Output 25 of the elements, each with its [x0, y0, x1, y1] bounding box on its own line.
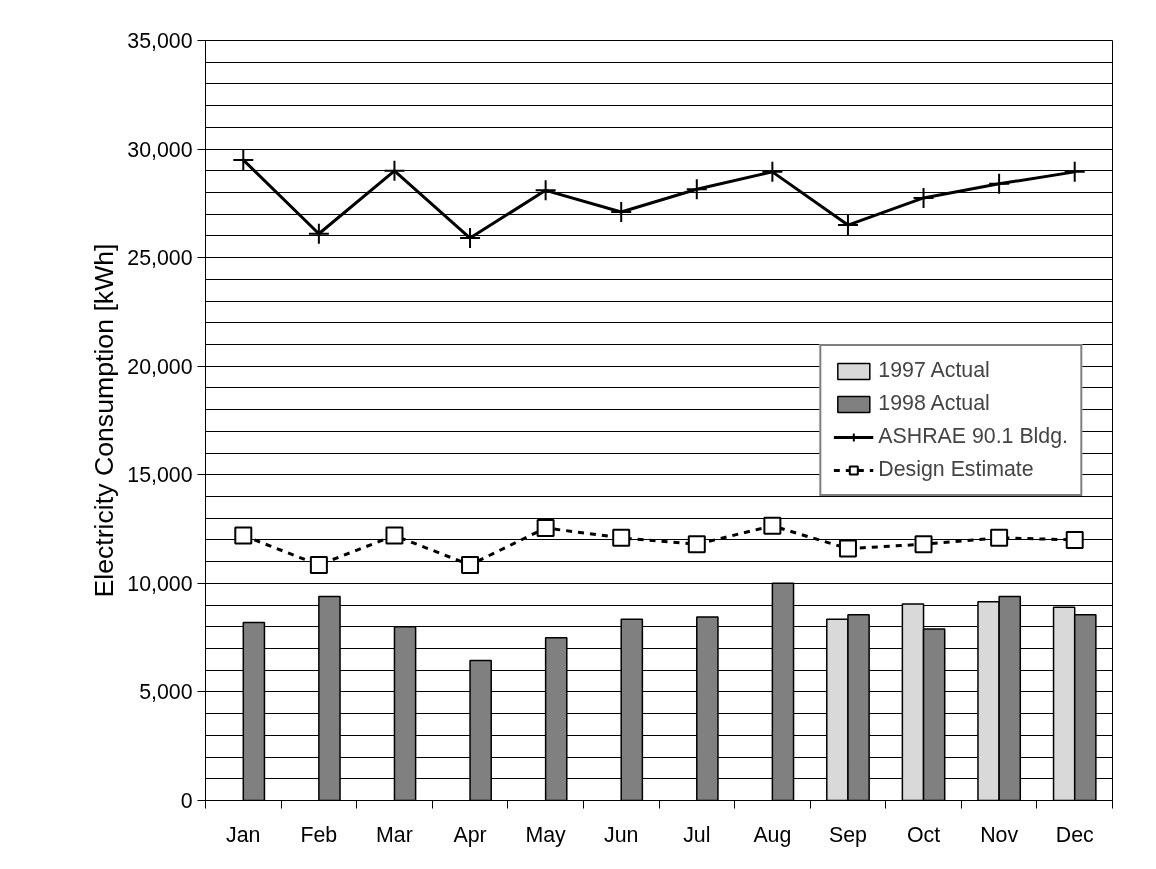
y-tick-label: 30,000: [127, 137, 193, 162]
legend-label: Design Estimate: [878, 457, 1034, 482]
legend-label: ASHRAE 90.1 Bldg.: [878, 424, 1068, 449]
y-tick-label: 35,000: [127, 29, 193, 53]
x-tick-label: Mar: [376, 822, 413, 847]
x-tick-label: Jun: [604, 822, 639, 847]
y-tick-label: 5,000: [139, 680, 193, 705]
legend-label: 1998 Actual: [878, 391, 990, 416]
y-tick-label: 15,000: [127, 463, 193, 488]
x-tick-label: Dec: [1055, 822, 1095, 847]
x-tick-label: Jul: [683, 822, 711, 847]
x-tick-label: Apr: [453, 822, 487, 847]
y-tick-label: 0: [180, 789, 193, 813]
x-tick-label: May: [525, 822, 567, 847]
x-tick-label: Jan: [226, 822, 261, 847]
y-tick-label: 25,000: [127, 246, 193, 271]
legend-label: 1997 Actual: [878, 358, 990, 383]
x-tick-label: Nov: [980, 822, 1019, 847]
x-tick-label: Sep: [828, 822, 867, 847]
y-tick-label: 10,000: [127, 571, 193, 596]
x-tick-label: Feb: [300, 822, 338, 847]
x-tick-label: Oct: [906, 822, 941, 847]
x-tick-label: Aug: [753, 822, 792, 847]
y-tick-label: 20,000: [127, 354, 193, 379]
y-axis-title: Electricity Consumption [kWh]: [89, 243, 120, 598]
